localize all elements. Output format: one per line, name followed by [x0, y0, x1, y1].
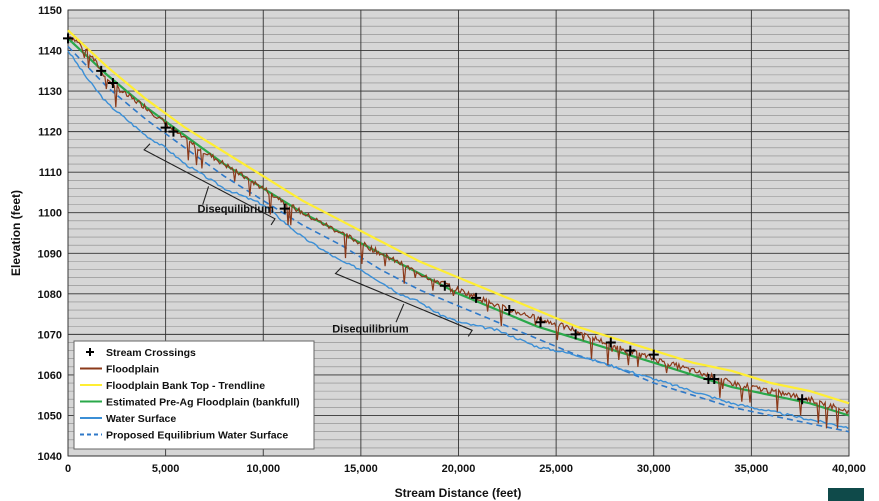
- stream-crossing-marker: [605, 337, 616, 348]
- y-tick-label: 1080: [38, 289, 62, 301]
- y-tick-label: 1040: [38, 451, 62, 463]
- legend-label: Stream Crossings: [106, 347, 196, 359]
- series-layer: [63, 29, 850, 433]
- x-tick-label: 10,000: [246, 463, 280, 475]
- stream-crossing-marker: [63, 33, 73, 44]
- y-axis-tick-labels: 1040 1050 1060 1070 1080 1090 1100 1110 1120 1130…: [38, 5, 62, 463]
- stream-crossing-marker: [709, 373, 720, 384]
- disequilibrium-label: Disequilibrium: [332, 323, 409, 335]
- x-tick-label: 20,000: [442, 463, 476, 475]
- stream-crossing-marker: [535, 317, 546, 328]
- stream-crossing-marker: [570, 329, 581, 340]
- disequilibrium-label: Disequilibrium: [197, 204, 274, 216]
- series-floodplain-bank-top-trendline: [67, 29, 850, 405]
- y-tick-label: 1090: [38, 248, 62, 260]
- legend-label: Floodplain: [106, 364, 159, 376]
- y-tick-label: 1120: [38, 127, 62, 139]
- stream-crossing-marker: [107, 77, 118, 88]
- x-tick-label: 35,000: [735, 463, 769, 475]
- x-axis-title: Stream Distance (feet): [395, 486, 522, 500]
- stream-crossing-marker: [439, 280, 450, 291]
- stream-crossing-marker: [504, 305, 515, 316]
- stream-crossing-marker: [471, 292, 482, 303]
- y-axis-title: Elevation (feet): [9, 190, 23, 276]
- y-tick-label: 1070: [38, 329, 62, 341]
- x-tick-label: 25,000: [539, 463, 573, 475]
- legend-label: Floodplain Bank Top - Trendline: [106, 380, 265, 392]
- y-tick-label: 1140: [38, 46, 62, 58]
- stream-crossing-marker: [96, 65, 107, 76]
- series-stream-crossings: [63, 33, 808, 405]
- series-proposed-equilibrium-water-surface: [67, 45, 850, 433]
- x-tick-label: 0: [65, 463, 71, 475]
- corner-logo-block: [828, 488, 864, 501]
- stream-crossing-marker: [168, 126, 179, 137]
- legend-label: Water Surface: [106, 413, 176, 425]
- x-tick-label: 15,000: [344, 463, 378, 475]
- stream-crossing-marker: [160, 122, 171, 133]
- disequilibrium-bracket: [143, 143, 276, 226]
- y-tick-label: 1060: [38, 370, 62, 382]
- series-water-surface: [67, 50, 849, 430]
- legend-label: Estimated Pre-Ag Floodplain (bankfull): [106, 397, 300, 409]
- y-tick-label: 1100: [38, 208, 62, 220]
- stream-crossing-marker: [625, 345, 636, 356]
- stream-crossing-marker: [797, 394, 808, 405]
- legend-box: [73, 340, 315, 450]
- stream-crossing-marker: [648, 349, 659, 360]
- disequilibrium-bracket: [334, 267, 473, 337]
- legend-label: Proposed Equilibrium Water Surface: [106, 430, 288, 442]
- legend-swatch: [86, 348, 94, 356]
- x-tick-label: 30,000: [637, 463, 671, 475]
- x-tick-label: 5,000: [152, 463, 180, 475]
- y-tick-label: 1050: [38, 410, 62, 422]
- y-tick-label: 1130: [38, 86, 62, 98]
- y-tick-label: 1150: [38, 5, 62, 17]
- x-axis-tick-labels: 0 5,000 10,000 15,000 20,000 25,000 30,000 35,0…: [65, 463, 866, 475]
- x-tick-label: 40,000: [832, 463, 866, 475]
- y-tick-label: 1110: [39, 167, 62, 179]
- stream-crossing-marker: [279, 203, 290, 214]
- legend: Stream Crossings Floodplain Floodplain Ban…: [73, 340, 315, 450]
- annotation-layer: Disequilibrium Disequilibrium: [143, 143, 473, 337]
